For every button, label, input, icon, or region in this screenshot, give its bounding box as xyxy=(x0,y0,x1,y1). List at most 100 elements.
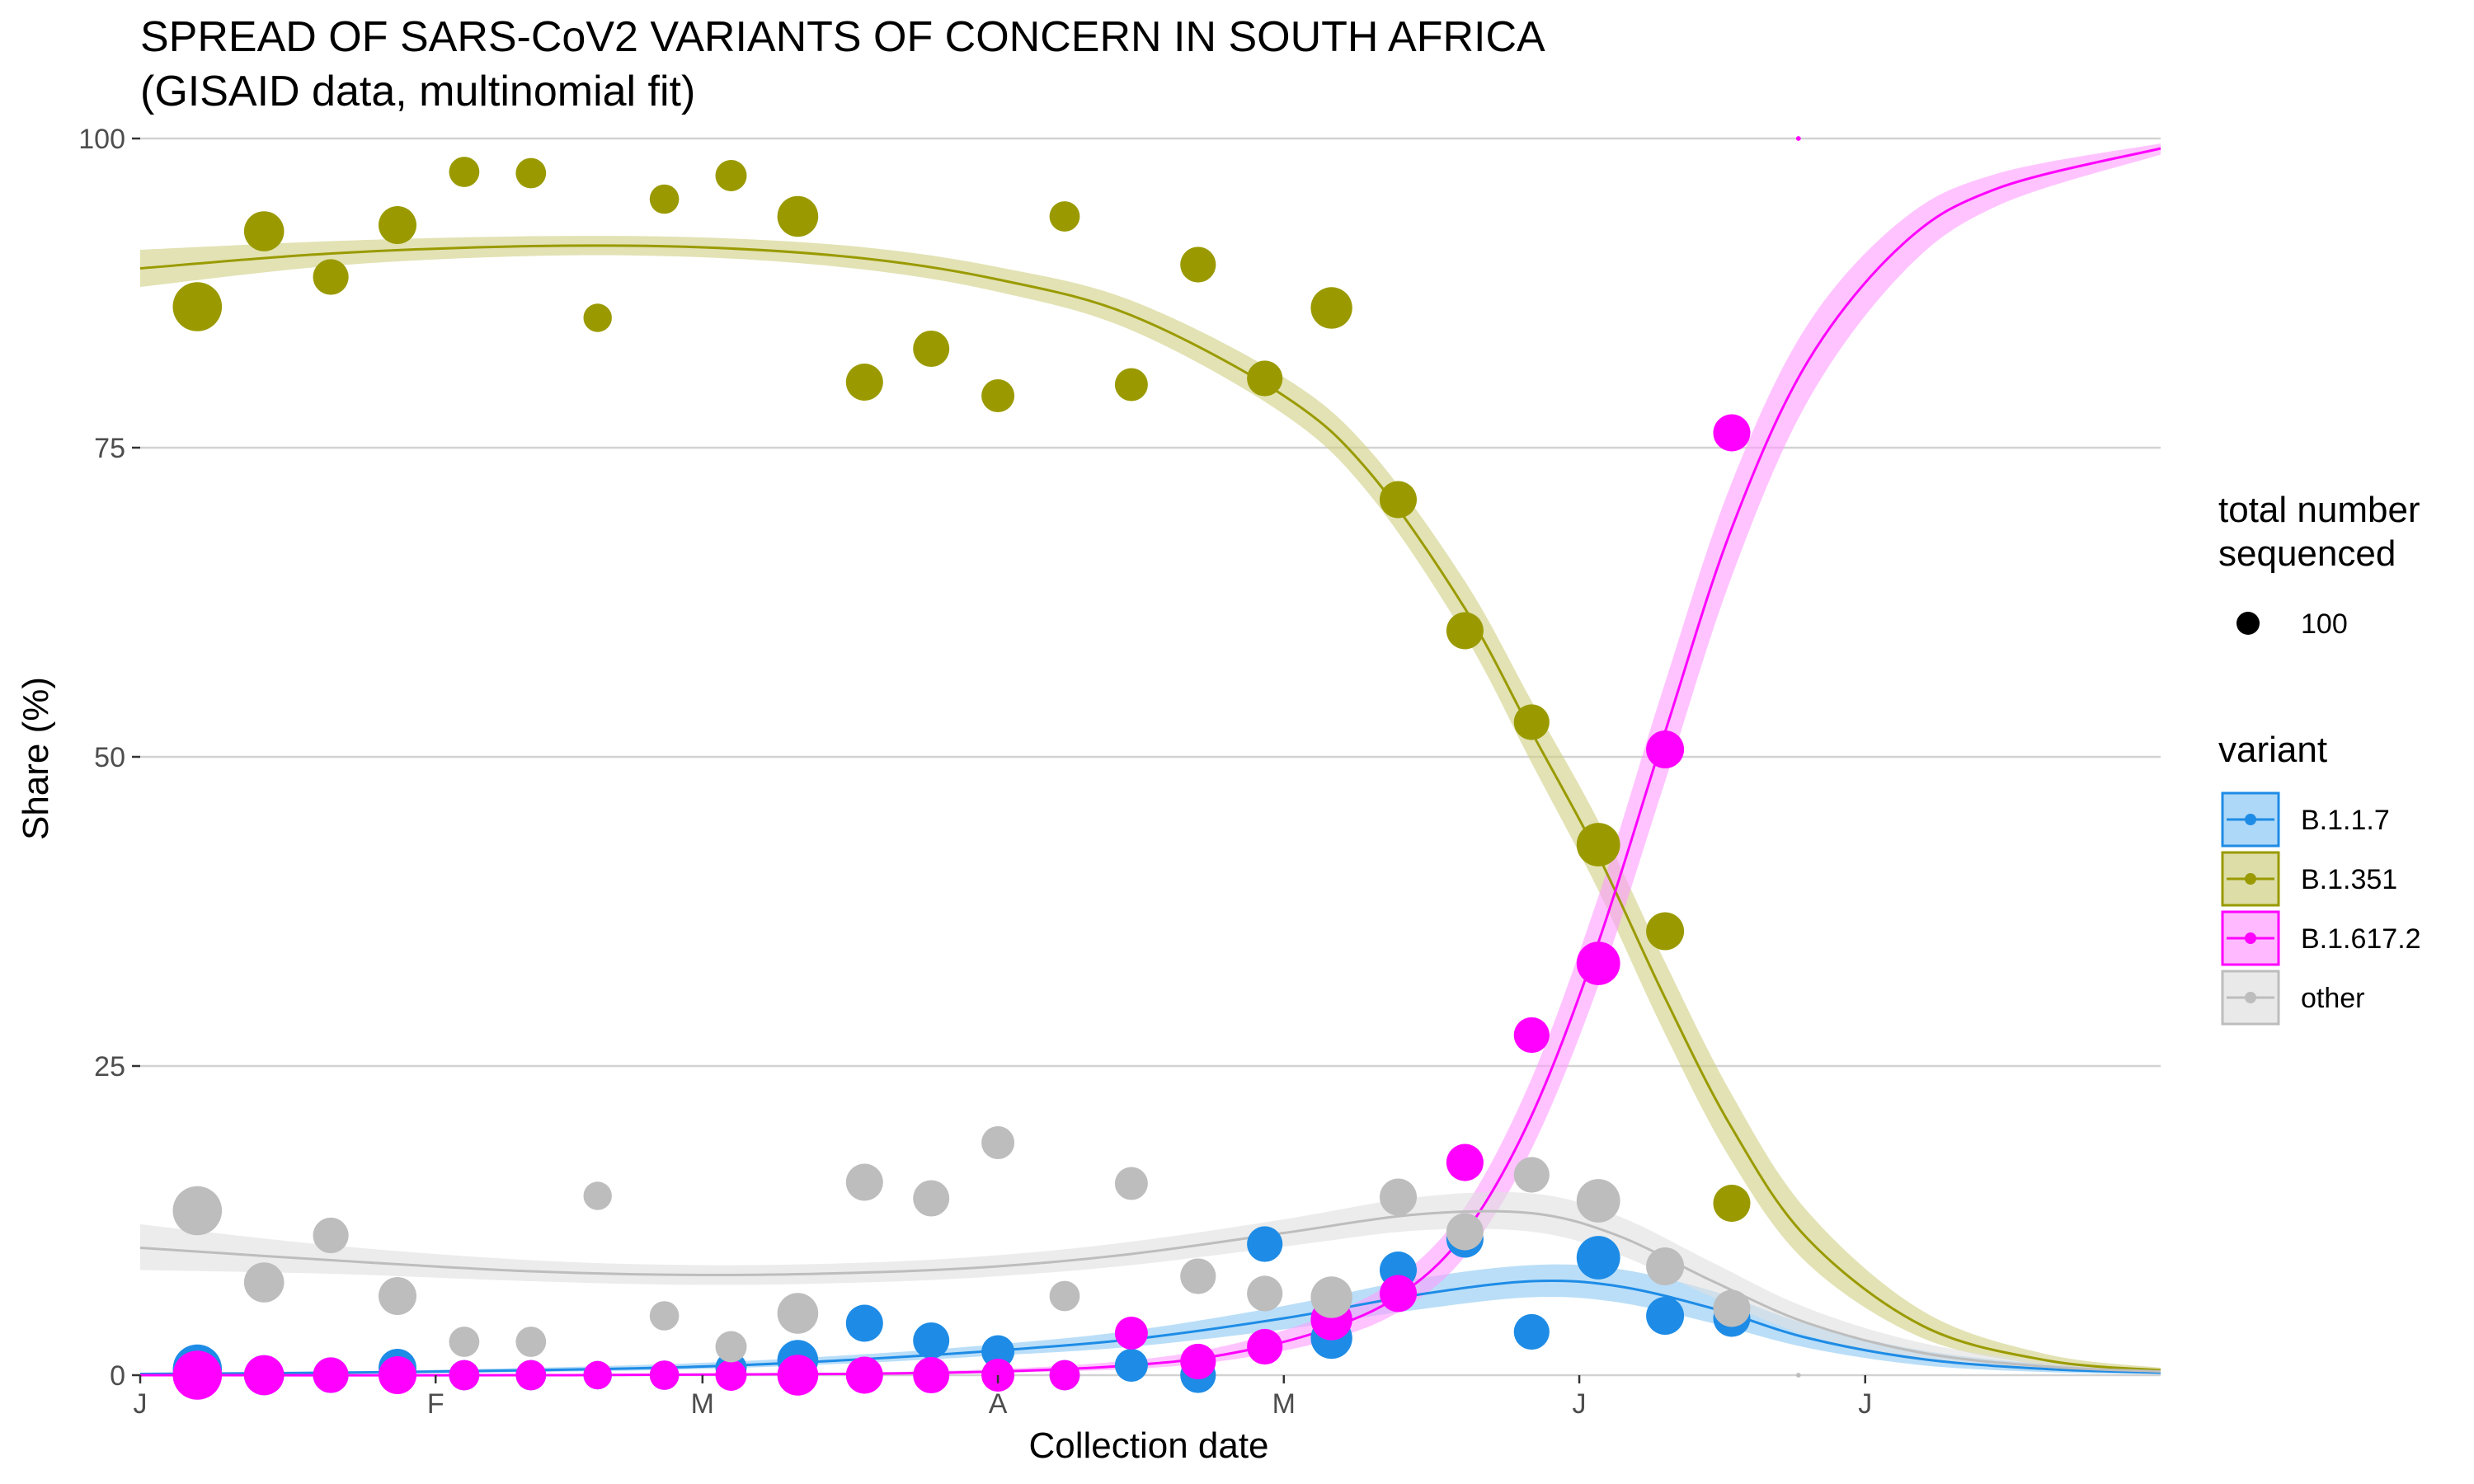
point-other-19 xyxy=(1446,1213,1484,1251)
y-tick-label-75: 75 xyxy=(94,433,125,464)
point-other-21 xyxy=(1576,1179,1620,1223)
point-b-1-351-4 xyxy=(449,157,480,187)
point-b-1-617-2-13 xyxy=(1049,1360,1080,1391)
point-b-1-351-18 xyxy=(1380,481,1417,519)
legend-key-dot-b-1-1-7 xyxy=(2245,814,2256,825)
point-b-1-351-12 xyxy=(981,379,1015,412)
point-b-1-1-7-10 xyxy=(845,1304,883,1342)
point-b-1-351-17 xyxy=(1310,287,1352,329)
legend-key-dot-b-1-617-2 xyxy=(2245,932,2256,944)
point-other-12 xyxy=(981,1126,1015,1159)
point-other-22 xyxy=(1646,1247,1685,1285)
legend-variant-title: variant xyxy=(2218,730,2327,770)
point-b-1-1-7-12 xyxy=(981,1335,1015,1369)
point-b-1-351-10 xyxy=(845,364,883,401)
point-b-1-617-2-10 xyxy=(845,1356,883,1394)
x-axis-title: Collection date xyxy=(1028,1425,1268,1466)
point-other-18 xyxy=(1380,1178,1417,1216)
point-other-1 xyxy=(243,1262,285,1303)
point-b-1-617-2-24 xyxy=(1795,136,1801,141)
point-b-1-617-2-7 xyxy=(649,1360,680,1390)
legend: total number sequenced 100 variant B.1.1… xyxy=(2218,490,2421,1026)
point-other-8 xyxy=(715,1331,747,1363)
x-tick-label-4: M xyxy=(1272,1388,1296,1420)
data-points xyxy=(172,136,1801,1400)
legend-key-other: other xyxy=(2221,970,2365,1026)
point-b-1-351-0 xyxy=(172,282,223,331)
point-b-1-617-2-1 xyxy=(243,1355,285,1396)
point-b-1-351-22 xyxy=(1646,912,1685,951)
point-other-13 xyxy=(1049,1280,1080,1312)
point-other-4 xyxy=(449,1327,480,1357)
point-other-0 xyxy=(172,1186,223,1236)
point-other-5 xyxy=(515,1327,547,1357)
point-b-1-1-7-21 xyxy=(1576,1236,1620,1280)
point-b-1-351-14 xyxy=(1114,368,1148,402)
point-b-1-351-16 xyxy=(1247,360,1283,397)
legend-key-label-b-1-1-7: B.1.1.7 xyxy=(2301,805,2390,836)
point-b-1-617-2-20 xyxy=(1513,1017,1550,1054)
point-b-1-351-8 xyxy=(715,160,747,191)
y-tick-label-0: 0 xyxy=(110,1360,125,1392)
point-b-1-617-2-2 xyxy=(313,1357,349,1393)
y-tick-label-50: 50 xyxy=(94,742,125,773)
point-b-1-617-2-14 xyxy=(1114,1317,1148,1350)
point-b-1-1-7-20 xyxy=(1513,1313,1550,1350)
legend-size-title-line-1: total number xyxy=(2218,490,2420,530)
legend-key-label-b-1-617-2: B.1.617.2 xyxy=(2301,923,2421,955)
point-b-1-351-21 xyxy=(1576,823,1620,866)
point-b-1-617-2-18 xyxy=(1380,1275,1417,1313)
legend-key-label-b-1-351: B.1.351 xyxy=(2301,864,2397,895)
legend-variant-keys: B.1.1.7 B.1.351 B.1.617.2 other xyxy=(2221,791,2421,1026)
point-b-1-351-6 xyxy=(583,303,612,332)
point-b-1-617-2-8 xyxy=(715,1360,747,1391)
point-b-1-617-2-11 xyxy=(913,1357,950,1393)
axes: 0 25 50 75 100 J F M A M J J xyxy=(78,124,1872,1420)
point-b-1-617-2-3 xyxy=(379,1356,416,1394)
legend-key-dot-other xyxy=(2245,992,2256,1003)
legend-key-dot-b-1-351 xyxy=(2245,873,2256,885)
y-axis-title: Share (%) xyxy=(16,677,56,840)
point-other-16 xyxy=(1247,1275,1283,1312)
point-b-1-351-19 xyxy=(1446,612,1484,650)
point-b-1-617-2-4 xyxy=(449,1360,480,1391)
point-b-1-617-2-19 xyxy=(1446,1144,1484,1181)
y-tick-label-25: 25 xyxy=(94,1051,125,1082)
chart-subtitle: (GISAID data, multinomial fit) xyxy=(140,68,695,115)
point-other-17 xyxy=(1310,1276,1352,1318)
point-other-9 xyxy=(777,1293,819,1334)
point-b-1-351-20 xyxy=(1513,704,1550,740)
point-other-2 xyxy=(313,1217,349,1254)
x-tick-label-0: J xyxy=(134,1388,148,1420)
x-tick-label-6: J xyxy=(1858,1388,1872,1420)
legend-size-key-label: 100 xyxy=(2301,608,2348,640)
point-b-1-351-5 xyxy=(515,157,547,189)
point-b-1-351-15 xyxy=(1180,247,1216,283)
legend-key-b-1-1-7: B.1.1.7 xyxy=(2221,791,2390,848)
legend-key-label-other: other xyxy=(2301,983,2365,1014)
point-b-1-617-2-16 xyxy=(1247,1328,1283,1365)
point-b-1-1-7-11 xyxy=(913,1322,950,1359)
point-b-1-351-9 xyxy=(777,195,819,237)
point-b-1-617-2-9 xyxy=(777,1355,819,1396)
point-other-20 xyxy=(1513,1157,1550,1193)
point-other-3 xyxy=(379,1277,416,1315)
point-b-1-617-2-15 xyxy=(1180,1343,1216,1380)
point-b-1-351-23 xyxy=(1713,1185,1751,1222)
point-b-1-617-2-5 xyxy=(515,1360,547,1391)
point-other-6 xyxy=(583,1181,612,1210)
point-b-1-1-7-16 xyxy=(1247,1226,1283,1262)
confidence-ribbons xyxy=(140,143,2161,1376)
point-b-1-617-2-6 xyxy=(583,1360,612,1390)
point-other-23 xyxy=(1713,1289,1751,1327)
x-tick-label-5: J xyxy=(1573,1388,1587,1420)
point-b-1-351-2 xyxy=(313,259,349,295)
point-b-1-617-2-21 xyxy=(1576,942,1620,985)
point-other-11 xyxy=(913,1180,950,1217)
ribbon-other xyxy=(140,1191,2161,1374)
x-tick-label-3: A xyxy=(989,1388,1008,1420)
legend-size-key-dot xyxy=(2236,612,2260,635)
chart-title: SPREAD OF SARS-CoV2 VARIANTS OF CONCERN … xyxy=(140,13,1545,61)
point-other-7 xyxy=(649,1301,680,1331)
y-tick-label-100: 100 xyxy=(78,124,125,155)
